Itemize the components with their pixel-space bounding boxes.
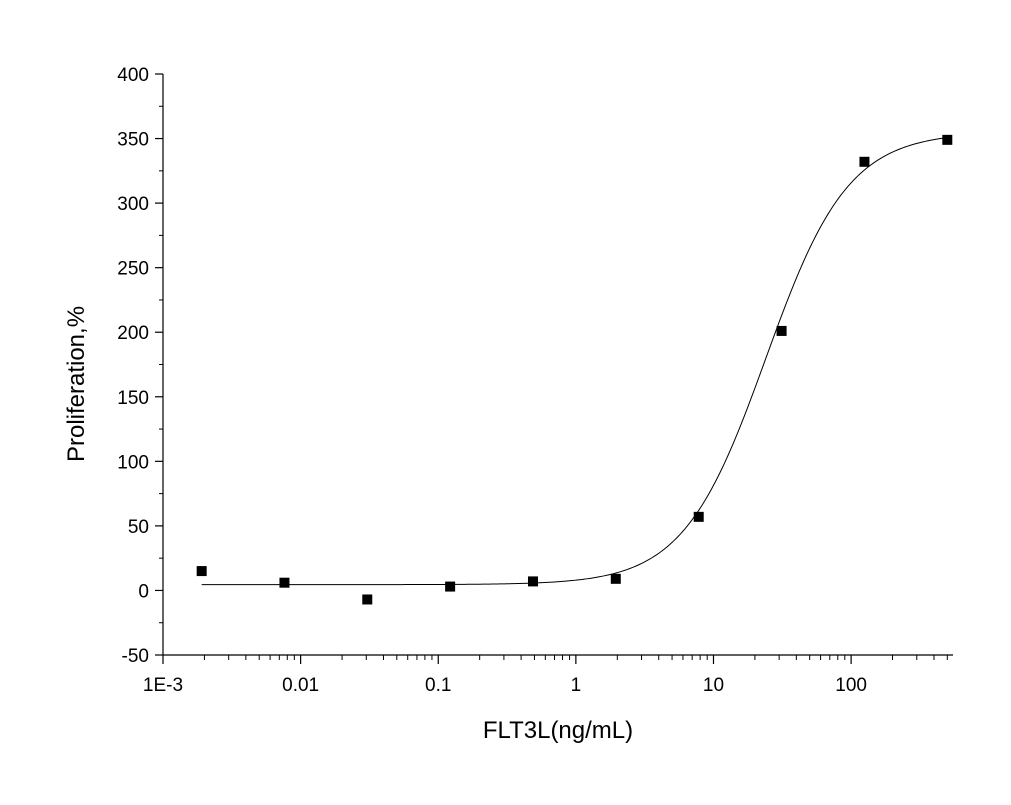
y-tick-label: 350 — [117, 130, 149, 151]
x-tick-label: 0.01 — [282, 675, 319, 696]
data-point — [196, 566, 207, 577]
data-point — [610, 573, 621, 584]
data-point — [527, 576, 538, 587]
data-point — [776, 325, 787, 336]
fit-curve-group — [201, 137, 948, 586]
data-point — [445, 581, 456, 592]
y-tick-label: 150 — [117, 388, 149, 409]
x-tick-label: 100 — [835, 675, 867, 696]
x-tick-label: 1 — [571, 675, 582, 696]
fit-curve — [201, 137, 948, 586]
y-tick-label: 50 — [128, 517, 149, 538]
x-tick-label: 1E-3 — [143, 675, 183, 696]
data-point — [693, 511, 704, 522]
axes — [162, 74, 953, 656]
y-tick-label: 200 — [117, 323, 149, 344]
data-point — [279, 577, 290, 588]
data-points — [196, 134, 953, 605]
y-tick-label: -50 — [122, 646, 149, 667]
x-tick-label: 10 — [703, 675, 724, 696]
x-axis-ticks: 1E-3 0.01 0.1 1 10 100 — [143, 655, 948, 696]
y-axis-ticks: -50 0 50 100 150 200 250 300 350 400 — [117, 65, 163, 667]
x-axis-title: FLT3L(ng/mL) — [483, 717, 633, 744]
y-axis-title: Proliferation,% — [63, 306, 90, 462]
y-tick-label: 0 — [138, 581, 149, 602]
y-tick-label: 250 — [117, 259, 149, 280]
x-tick-label: 0.1 — [425, 675, 451, 696]
y-tick-label: 300 — [117, 194, 149, 215]
data-point — [859, 156, 870, 167]
data-point — [362, 594, 373, 605]
y-tick-label: 100 — [117, 452, 149, 473]
y-tick-label: 400 — [117, 65, 149, 86]
data-point — [942, 134, 953, 145]
